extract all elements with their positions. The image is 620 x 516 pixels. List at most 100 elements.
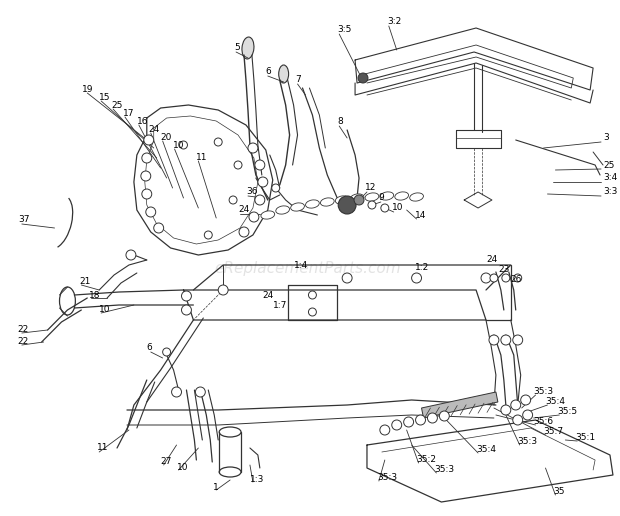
Ellipse shape <box>242 37 254 59</box>
Text: 24: 24 <box>149 125 160 135</box>
Text: 35:4: 35:4 <box>476 445 496 455</box>
Circle shape <box>258 177 268 187</box>
Text: 35:7: 35:7 <box>544 427 564 437</box>
Text: 17: 17 <box>123 109 135 119</box>
Text: 35: 35 <box>554 488 565 496</box>
Circle shape <box>404 417 414 427</box>
Text: 35:2: 35:2 <box>417 456 436 464</box>
Circle shape <box>255 195 265 205</box>
Circle shape <box>154 223 164 233</box>
Text: 22: 22 <box>18 326 29 334</box>
Circle shape <box>162 348 170 356</box>
Circle shape <box>144 135 154 145</box>
Circle shape <box>427 413 437 423</box>
Circle shape <box>338 196 356 214</box>
Circle shape <box>218 285 228 295</box>
Text: 20: 20 <box>161 134 172 142</box>
Ellipse shape <box>60 287 76 315</box>
Circle shape <box>182 291 192 301</box>
Circle shape <box>342 273 352 283</box>
Ellipse shape <box>306 200 319 208</box>
Text: 1: 1 <box>213 483 219 492</box>
Ellipse shape <box>321 198 334 206</box>
Circle shape <box>180 141 187 149</box>
Circle shape <box>412 273 422 283</box>
Circle shape <box>195 387 205 397</box>
Circle shape <box>514 274 521 282</box>
Text: 26: 26 <box>511 276 522 284</box>
Text: 3: 3 <box>603 134 609 142</box>
Text: 27: 27 <box>161 458 172 466</box>
Ellipse shape <box>276 206 290 214</box>
Text: 10: 10 <box>99 305 111 314</box>
Circle shape <box>354 195 364 205</box>
Text: 10: 10 <box>172 141 184 151</box>
Text: 1:3: 1:3 <box>250 476 264 485</box>
Circle shape <box>513 335 523 345</box>
Circle shape <box>490 274 498 282</box>
Circle shape <box>358 73 368 83</box>
Circle shape <box>521 395 531 405</box>
Text: 11: 11 <box>197 153 208 163</box>
Circle shape <box>205 231 212 239</box>
Text: 14: 14 <box>415 211 426 219</box>
Text: 3:5: 3:5 <box>337 25 352 35</box>
Text: 12: 12 <box>365 184 376 192</box>
Text: 23: 23 <box>498 266 509 275</box>
Text: 25: 25 <box>111 102 123 110</box>
Ellipse shape <box>365 193 379 201</box>
Ellipse shape <box>380 192 394 200</box>
Text: 35:3: 35:3 <box>435 465 454 475</box>
Circle shape <box>309 308 316 316</box>
Circle shape <box>272 184 280 192</box>
Circle shape <box>248 143 258 153</box>
Circle shape <box>229 196 237 204</box>
Text: 10: 10 <box>392 203 403 213</box>
Text: 8: 8 <box>337 118 343 126</box>
Text: 3:3: 3:3 <box>603 187 618 197</box>
Text: 3:4: 3:4 <box>603 173 618 183</box>
Text: 10: 10 <box>177 463 188 473</box>
Ellipse shape <box>395 192 409 200</box>
Text: 5: 5 <box>234 43 240 53</box>
Text: 35:1: 35:1 <box>575 433 595 443</box>
Circle shape <box>142 189 152 199</box>
Circle shape <box>440 411 450 421</box>
Ellipse shape <box>350 194 364 202</box>
Text: 36: 36 <box>246 187 257 197</box>
Text: 7: 7 <box>296 75 301 85</box>
Circle shape <box>215 138 222 146</box>
Ellipse shape <box>219 427 241 437</box>
Text: 6: 6 <box>266 68 272 76</box>
Circle shape <box>501 335 511 345</box>
Circle shape <box>249 212 259 222</box>
Text: 22: 22 <box>18 337 29 347</box>
Ellipse shape <box>261 211 275 219</box>
Circle shape <box>142 153 152 163</box>
Text: 35:3: 35:3 <box>518 438 538 446</box>
Circle shape <box>511 400 521 410</box>
Circle shape <box>501 405 511 415</box>
Text: 35:4: 35:4 <box>546 397 565 407</box>
Circle shape <box>182 305 192 315</box>
Circle shape <box>146 207 156 217</box>
Text: 24: 24 <box>486 255 497 265</box>
Text: 15: 15 <box>99 93 111 103</box>
Text: eReplacementParts.com: eReplacementParts.com <box>214 261 401 276</box>
Text: 25: 25 <box>603 160 614 169</box>
Ellipse shape <box>335 196 349 204</box>
Circle shape <box>523 410 533 420</box>
Circle shape <box>368 201 376 209</box>
Text: 1:7: 1:7 <box>273 300 287 310</box>
Circle shape <box>234 161 242 169</box>
Text: 35:6: 35:6 <box>534 417 554 427</box>
Text: 3:2: 3:2 <box>387 18 401 26</box>
Text: 37: 37 <box>18 216 29 224</box>
Circle shape <box>239 227 249 237</box>
Text: 18: 18 <box>89 291 101 299</box>
Circle shape <box>141 171 151 181</box>
Text: 16: 16 <box>137 118 148 126</box>
Circle shape <box>172 387 182 397</box>
Ellipse shape <box>410 193 423 201</box>
Circle shape <box>415 415 425 425</box>
